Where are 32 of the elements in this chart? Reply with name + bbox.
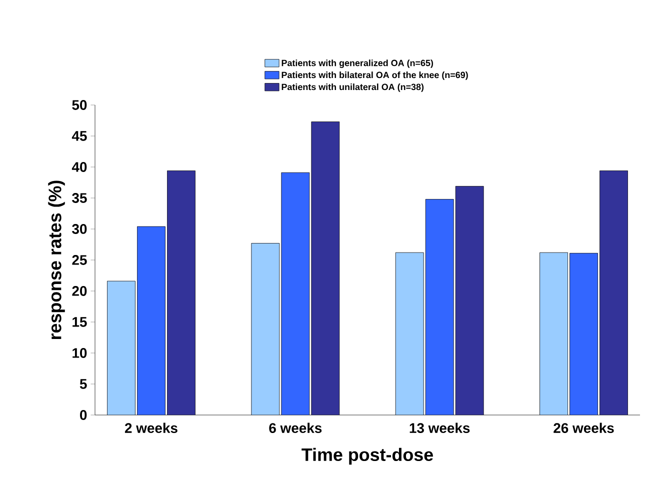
y-tick-label: 40 <box>72 162 87 172</box>
bar <box>167 170 196 415</box>
x-tick-label: 2 weeks <box>124 422 178 434</box>
y-tick-label: 35 <box>72 193 87 203</box>
y-tick-label: 30 <box>72 224 87 234</box>
y-tick-label: 15 <box>72 317 87 327</box>
bar <box>540 252 568 415</box>
y-tick-label: 0 <box>80 410 87 420</box>
x-tick-label: 6 weeks <box>269 422 322 434</box>
bar <box>570 252 598 415</box>
bar <box>426 199 454 415</box>
legend-label: Patients with unilateral OA (n=38) <box>282 84 424 92</box>
bar <box>396 252 424 415</box>
y-tick-label: 45 <box>72 131 87 141</box>
y-tick-label: 20 <box>72 286 87 296</box>
y-axis-title: response rates (%) <box>48 180 65 340</box>
bar <box>600 170 628 415</box>
legend-label: Patients with bilateral OA of the knee (n=69) <box>282 72 468 80</box>
bar <box>107 281 136 415</box>
y-tick-label: 5 <box>80 379 87 389</box>
y-tick-label: 50 <box>72 100 87 110</box>
x-tick-label: 13 weeks <box>410 422 470 434</box>
bar <box>137 226 166 415</box>
legend-label: Patients with generalized OA (n=65) <box>282 60 434 68</box>
x-axis-title: Time post-dose <box>302 448 433 465</box>
y-tick-label: 25 <box>72 255 87 265</box>
bar <box>456 186 484 415</box>
bar <box>311 122 340 415</box>
bar <box>251 243 280 415</box>
y-tick-label: 10 <box>72 348 87 358</box>
bar <box>281 172 310 415</box>
x-tick-label: 26 weeks <box>554 422 614 434</box>
